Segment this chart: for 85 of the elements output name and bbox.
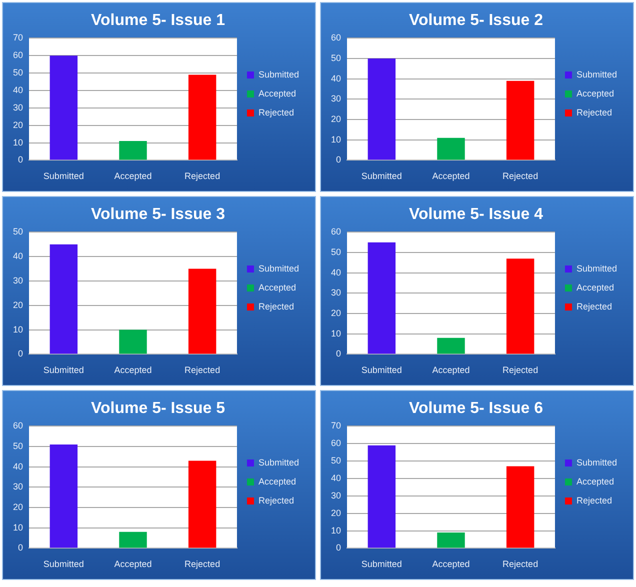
x-tick-label: Accepted	[432, 365, 470, 376]
y-tick-label: 40	[12, 84, 24, 95]
y-tick-label: 0	[336, 154, 342, 165]
legend-label: Accepted	[258, 282, 296, 292]
y-tick-label: 30	[330, 94, 342, 104]
y-tick-label: 30	[330, 490, 342, 500]
y-tick-label: 20	[12, 502, 24, 512]
legend-label: Submitted	[258, 263, 300, 274]
y-tick-label: 30	[12, 482, 24, 492]
legend-label: Accepted	[576, 282, 614, 292]
legend-label: Submitted	[258, 69, 300, 80]
x-tick-label: Submitted	[361, 171, 402, 182]
legend-label: Rejected	[258, 495, 294, 506]
y-tick-label: 50	[12, 441, 24, 452]
y-tick-label: 0	[336, 348, 342, 359]
y-tick-label: 50	[330, 456, 342, 466]
y-tick-label: 60	[330, 226, 342, 237]
chart-title: Volume 5- Issue 6	[409, 400, 544, 418]
y-tick-label: 30	[330, 288, 342, 298]
legend-label: Rejected	[576, 301, 612, 312]
legend-label: Rejected	[258, 301, 294, 312]
x-tick-label: Accepted	[432, 559, 470, 570]
y-tick-label: 10	[12, 324, 24, 334]
y-tick-label: 60	[12, 50, 24, 60]
x-tick-label: Accepted	[114, 559, 152, 570]
y-tick-label: 10	[330, 525, 342, 536]
y-tick-label: 50	[12, 226, 24, 237]
y-tick-label: 40	[330, 472, 342, 483]
x-tick-label: Accepted	[114, 171, 152, 182]
x-tick-label: Accepted	[432, 171, 470, 182]
y-tick-label: 20	[12, 300, 24, 310]
y-tick-label: 0	[18, 154, 24, 165]
y-tick-label: 70	[12, 32, 24, 43]
y-tick-label: 10	[12, 137, 24, 148]
y-tick-label: 70	[330, 420, 342, 431]
y-tick-label: 50	[330, 247, 342, 258]
x-tick-label: Rejected	[184, 365, 220, 376]
y-tick-label: 20	[12, 120, 24, 130]
y-tick-label: 0	[18, 348, 24, 359]
y-tick-label: 60	[330, 438, 342, 448]
y-tick-label: 20	[330, 308, 342, 318]
legend-label: Rejected	[576, 495, 612, 506]
y-tick-label: 50	[12, 68, 24, 78]
y-tick-label: 0	[18, 542, 24, 553]
y-tick-label: 30	[12, 102, 24, 112]
legend-label: Submitted	[576, 457, 618, 468]
legend-label: Accepted	[258, 88, 296, 98]
x-tick-label: Rejected	[502, 171, 538, 182]
x-tick-label: Submitted	[43, 559, 84, 570]
y-tick-label: 20	[330, 114, 342, 124]
y-tick-label: 20	[330, 508, 342, 518]
y-tick-label: 60	[330, 32, 342, 43]
y-tick-label: 10	[12, 522, 24, 532]
x-tick-label: Submitted	[361, 365, 402, 376]
y-tick-label: 40	[12, 251, 24, 262]
x-tick-label: Rejected	[502, 559, 538, 570]
x-tick-label: Accepted	[114, 365, 152, 376]
legend-label: Submitted	[576, 69, 618, 80]
legend-label: Accepted	[576, 476, 614, 486]
x-tick-label: Rejected	[502, 365, 538, 376]
legend-label: Accepted	[258, 476, 296, 486]
legend-label: Submitted	[576, 263, 618, 274]
y-tick-label: 60	[12, 420, 24, 431]
chart-title: Volume 5- Issue 5	[91, 400, 226, 418]
y-tick-label: 30	[12, 275, 24, 286]
chart-title: Volume 5- Issue 4	[409, 206, 544, 224]
y-tick-label: 40	[330, 267, 342, 278]
x-tick-label: Submitted	[43, 365, 84, 376]
y-tick-label: 0	[336, 542, 342, 553]
y-tick-label: 40	[12, 461, 24, 472]
x-tick-label: Rejected	[184, 171, 220, 182]
y-tick-label: 50	[330, 53, 342, 64]
x-tick-label: Submitted	[361, 559, 402, 570]
chart-title: Volume 5- Issue 1	[91, 12, 226, 30]
x-tick-label: Rejected	[184, 559, 220, 570]
y-tick-label: 10	[330, 328, 342, 338]
legend-label: Submitted	[258, 457, 300, 468]
chart-title: Volume 5- Issue 3	[91, 206, 226, 224]
legend-label: Rejected	[576, 107, 612, 118]
x-tick-label: Submitted	[43, 171, 84, 182]
legend-label: Accepted	[576, 88, 614, 98]
legend-label: Rejected	[258, 107, 294, 118]
y-tick-label: 40	[330, 73, 342, 84]
chart-title: Volume 5- Issue 2	[409, 12, 544, 30]
y-tick-label: 10	[330, 134, 342, 144]
